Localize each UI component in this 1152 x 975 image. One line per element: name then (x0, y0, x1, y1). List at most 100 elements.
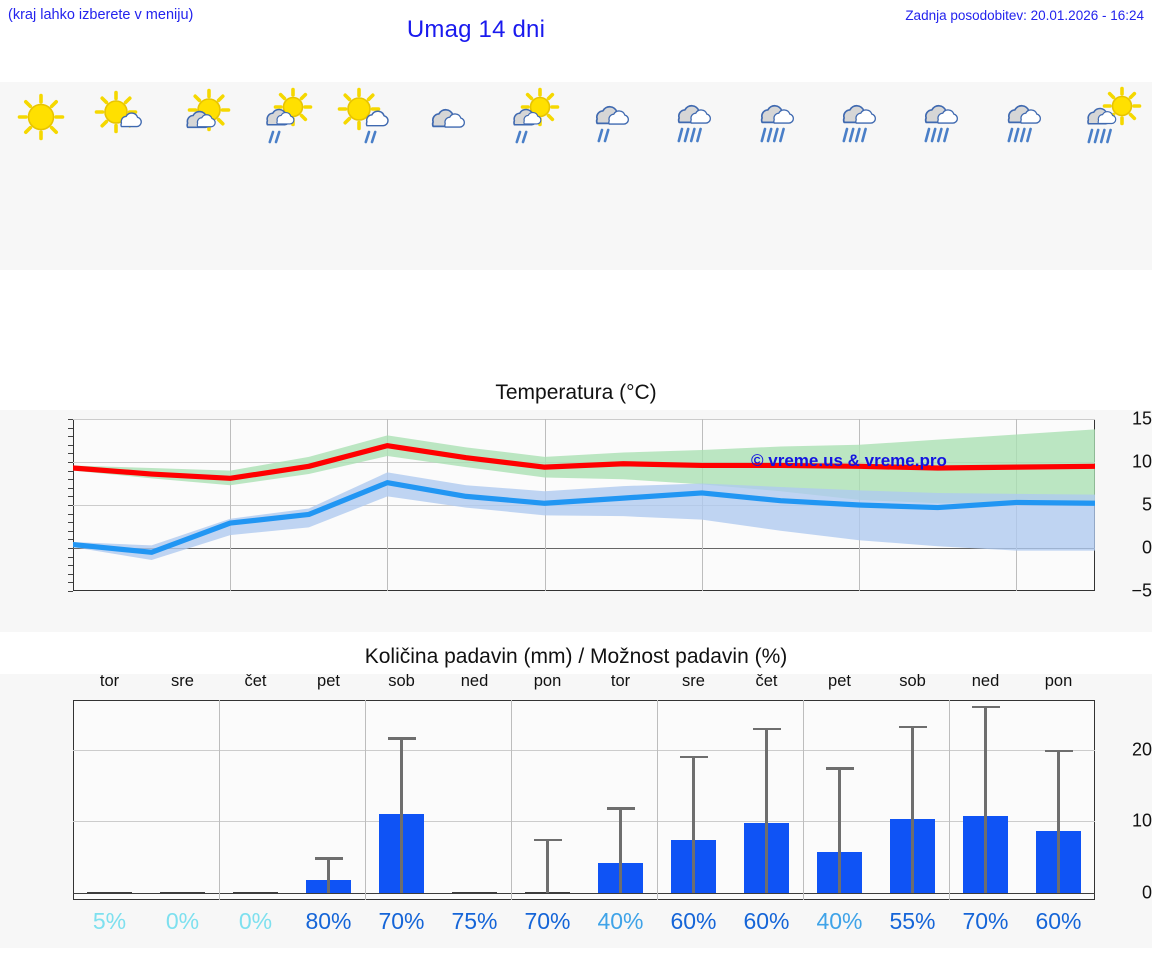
precipitation-day-label: pon (1044, 672, 1073, 690)
cloud-rain-icon (576, 91, 658, 145)
precipitation-plot-box (73, 700, 1095, 900)
precipitation-probability: 55% (889, 908, 936, 934)
sun-icon (0, 91, 82, 145)
precipitation-day-label: pet (317, 672, 340, 690)
error-bar (984, 705, 987, 893)
axis-tick-mark (68, 444, 73, 446)
menu-hint: (kraj lahko izberete v meniju) (8, 7, 194, 23)
precipitation-zero-mark (159, 891, 206, 895)
error-bar-cap (971, 705, 1000, 709)
forecast-day (741, 82, 823, 270)
precipitation-probability: 70% (378, 908, 425, 934)
gridline (73, 821, 1095, 823)
precipitation-day-label: čet (755, 672, 778, 690)
error-bar-cap (1044, 750, 1073, 753)
precipitation-probability: 80% (305, 908, 352, 934)
cloud-rain-heavy-icon (987, 91, 1069, 145)
precipitation-zero-mark (232, 891, 279, 895)
gridline (73, 548, 1095, 549)
forecast-day (0, 82, 82, 270)
vertical-gridline (365, 700, 366, 900)
forecast-day (329, 82, 411, 270)
precipitation-probability: 60% (1035, 908, 1082, 934)
error-bar (1057, 750, 1060, 893)
vertical-gridline (387, 419, 389, 591)
forecast-day (1070, 82, 1152, 270)
precipitation-probability: 70% (524, 908, 571, 934)
precipitation-zero-mark (524, 891, 571, 895)
chart-watermark: © vreme.us & vreme.pro (751, 451, 947, 471)
precipitation-zero-mark (451, 891, 498, 895)
axis-tick-mark (68, 556, 73, 558)
y-axis-tick-label: 5 (1141, 494, 1152, 515)
axis-tick-mark (68, 573, 73, 575)
cloud-rain-heavy-icon (823, 91, 905, 145)
precipitation-probability: 40% (816, 908, 863, 934)
error-bar (911, 725, 914, 893)
precipitation-probability: 40% (597, 908, 644, 934)
cloud-sun-rain-icon (247, 87, 329, 145)
temperature-chart-title: Temperatura (°C) (0, 374, 1152, 410)
y-axis-tick-label: 20 (1131, 739, 1152, 760)
forecast-day-list (0, 82, 1152, 270)
vertical-gridline (949, 700, 950, 900)
error-bar-cap (679, 755, 708, 759)
axis-tick-mark (68, 591, 73, 592)
y-axis-tick-label: 15 (1131, 408, 1152, 429)
y-axis-tick-label: 0 (1141, 882, 1152, 903)
axis-tick-mark (68, 470, 73, 472)
axis-tick-mark (68, 453, 73, 455)
axis-tick-mark (68, 419, 73, 420)
y-axis-tick-label: 0 (1141, 537, 1152, 558)
cloud-sun-rain-heavy-icon (1070, 86, 1152, 145)
axis-tick-mark (68, 505, 73, 506)
forecast-day (494, 82, 576, 270)
precipitation-chart-title: Količina padavin (mm) / Možnost padavin … (0, 638, 1152, 674)
axis-tick-mark (68, 513, 73, 515)
cloud-rain-heavy-icon (905, 91, 987, 145)
precipitation-probability: 60% (670, 908, 717, 934)
axis-tick-mark (68, 565, 73, 567)
cloud-sun-rain-icon (494, 87, 576, 145)
last-updated: Zadnja posodobitev: 20.01.2026 - 16:24 (905, 8, 1144, 23)
gridline (73, 419, 1095, 420)
error-bar (619, 807, 622, 893)
axis-tick-mark (68, 479, 73, 481)
vertical-gridline (511, 700, 512, 900)
vertical-gridline (219, 700, 220, 900)
axis-tick-mark (68, 548, 73, 549)
precipitation-day-label: sre (682, 672, 705, 690)
axis-tick-mark (68, 487, 73, 489)
precipitation-day-label: sre (171, 672, 194, 690)
precipitation-day-label: pon (533, 672, 562, 690)
precipitation-day-label: tor (99, 672, 120, 690)
sun-cloud-icon (82, 90, 164, 145)
error-bar-cap (752, 727, 781, 731)
forecast-day (823, 82, 905, 270)
axis-tick-mark (68, 496, 73, 498)
axis-tick-mark (68, 582, 73, 584)
precipitation-day-label: pet (828, 672, 851, 690)
gridline (73, 750, 1095, 751)
precipitation-probability: 5% (92, 908, 127, 934)
axis-tick-mark (68, 436, 73, 438)
error-bar (400, 737, 403, 893)
page-title: Umag 14 dni (406, 16, 546, 43)
error-bar-cap (825, 767, 854, 770)
axis-tick-mark (68, 539, 73, 541)
cloud-icon (411, 91, 493, 145)
precipitation-probability: 70% (962, 908, 1009, 934)
vertical-gridline (230, 419, 232, 591)
axis-tick-mark (68, 530, 73, 532)
precipitation-zero-mark (86, 891, 133, 895)
forecast-day (247, 82, 329, 270)
forecast-day (576, 82, 658, 270)
precipitation-probability: 0% (165, 908, 200, 934)
cloud-sun-icon (165, 88, 247, 145)
error-bar-cap (533, 838, 562, 841)
precipitation-chart-section: Količina padavin (mm) / Možnost padavin … (0, 638, 1152, 948)
forecast-day (658, 82, 740, 270)
precipitation-day-label: ned (460, 672, 489, 690)
error-bar-cap (606, 807, 635, 810)
error-bar (546, 838, 549, 893)
